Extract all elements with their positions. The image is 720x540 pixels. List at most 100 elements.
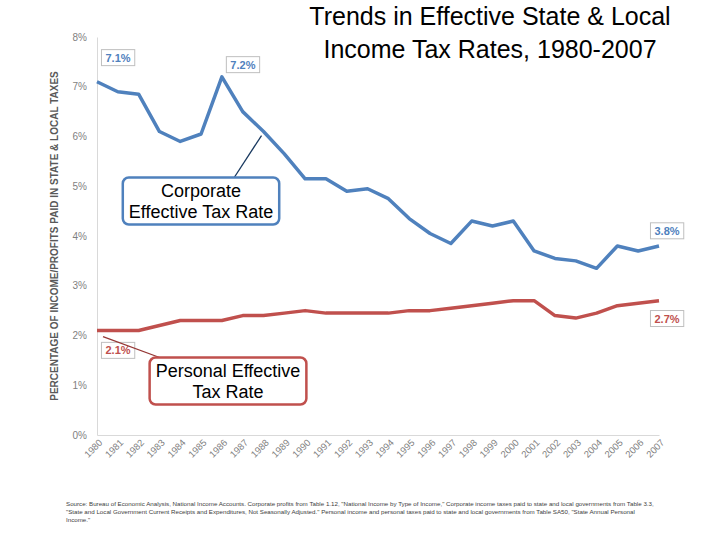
value-label-box (650, 223, 683, 239)
x-tick-label: 1984 (165, 437, 188, 460)
x-tick: 1996 (415, 435, 438, 460)
x-tick: 1984 (165, 435, 188, 460)
x-tick-label: 1982 (123, 437, 146, 460)
y-tick: 8% (73, 32, 97, 43)
x-tick: 1987 (227, 435, 250, 460)
y-tick: 5% (73, 181, 97, 192)
x-tick-label: 1996 (415, 437, 438, 460)
x-tick: 2006 (623, 435, 646, 460)
y-tick-label: 1% (73, 380, 88, 391)
x-tick-label: 2004 (581, 437, 604, 460)
value-label: 3.8% (650, 223, 683, 239)
annotations: CorporateEffective Tax Rate Personal Effe… (103, 136, 306, 405)
y-axis-title: PERCENTAGE OF INCOME/PROFITS PAID IN STA… (49, 71, 60, 401)
x-tick: 2001 (519, 435, 542, 460)
x-tick: 1992 (332, 435, 355, 460)
callout-line: Personal Effective (156, 361, 301, 381)
callout: CorporateEffective Tax Rate (123, 136, 279, 225)
value-label: 7.2% (226, 57, 259, 73)
x-tick-label: 1986 (207, 437, 230, 460)
x-tick-label: 1983 (144, 437, 167, 460)
source-note: Source: Bureau of Economic Analysis, Nat… (66, 500, 654, 523)
x-tick: 1983 (144, 435, 167, 460)
x-tick: 2005 (602, 435, 625, 460)
series-line (97, 77, 659, 269)
x-tick-label: 1998 (456, 437, 479, 460)
chart-title: Trends in Effective State & Local Income… (286, 0, 694, 66)
value-labels: 7.1%7.2%3.8%2.1%2.7% (101, 50, 683, 359)
x-tick: 1981 (103, 435, 126, 460)
x-tick-label: 1995 (394, 437, 417, 460)
y-tick: 4% (73, 231, 97, 242)
series-line (97, 301, 659, 331)
x-tick-label: 1990 (290, 437, 313, 460)
callout-text: CorporateEffective Tax Rate (129, 181, 273, 222)
x-tick: 2000 (498, 435, 521, 460)
value-label-box (226, 57, 259, 73)
y-tick: 1% (73, 380, 97, 391)
value-label-text: 3.8% (654, 225, 679, 237)
x-tick-label: 1997 (436, 437, 459, 460)
x-tick: 1997 (436, 435, 459, 460)
x-tick-label: 1994 (373, 437, 396, 460)
x-tick-label: 2006 (623, 437, 646, 460)
x-tick: 1986 (207, 435, 230, 460)
chart-root: 0%1%2%3%4%5%6%7%8%1980198119821983198419… (0, 0, 720, 540)
x-tick-label: 2002 (540, 437, 563, 460)
x-tick-label: 2007 (644, 437, 667, 460)
callout-arrow (103, 337, 160, 358)
x-tick-label: 1988 (248, 437, 271, 460)
x-axis: 1980198119821983198419851986198719881989… (82, 435, 667, 460)
y-tick-label: 2% (73, 330, 88, 341)
y-axis-line (97, 38, 98, 436)
x-tick-label: 1991 (311, 437, 334, 460)
x-tick: 1994 (373, 435, 396, 460)
callout-line: Effective Tax Rate (129, 202, 273, 222)
callout-line: Corporate (161, 181, 241, 201)
x-axis-line (98, 435, 660, 436)
value-label-box (650, 311, 683, 327)
source-line: Source: Bureau of Economic Analysis, Nat… (66, 500, 654, 507)
callout-text: Personal EffectiveTax Rate (156, 361, 301, 402)
callout-box (150, 358, 307, 405)
y-tick-label: 7% (73, 81, 88, 92)
value-label-text: 7.2% (230, 59, 255, 71)
callout-arrow (234, 136, 261, 178)
x-tick-label: 2005 (602, 437, 625, 460)
y-tick-label: 4% (73, 231, 88, 242)
callout-line: Tax Rate (192, 382, 263, 402)
plot-area (97, 77, 659, 331)
x-tick: 1991 (311, 435, 334, 460)
y-tick: 6% (73, 131, 97, 142)
x-tick: 1985 (186, 435, 209, 460)
y-tick: 3% (73, 280, 97, 291)
callout-box (123, 178, 279, 225)
value-label: 2.7% (650, 311, 683, 327)
x-tick: 1993 (352, 435, 375, 460)
callout: Personal EffectiveTax Rate (103, 337, 306, 405)
value-label-text: 2.1% (105, 344, 130, 356)
x-tick: 1980 (82, 435, 105, 460)
x-tick: 1989 (269, 435, 292, 460)
x-tick: 1988 (248, 435, 271, 460)
value-label-box (101, 50, 134, 66)
value-label: 2.1% (101, 342, 134, 358)
x-tick-label: 1985 (186, 437, 209, 460)
x-tick: 2007 (644, 435, 667, 460)
x-tick: 1982 (123, 435, 146, 460)
value-label-box (101, 342, 134, 358)
x-tick: 1990 (290, 435, 313, 460)
x-tick-label: 2000 (498, 437, 521, 460)
y-tick: 2% (73, 330, 97, 341)
x-tick: 1999 (477, 435, 500, 460)
y-axis: 0%1%2%3%4%5%6%7%8% (73, 32, 98, 441)
value-label-text: 2.7% (654, 313, 679, 325)
y-tick-label: 3% (73, 280, 88, 291)
x-tick: 2004 (581, 435, 604, 460)
source-line: "State and Local Government Current Rece… (66, 508, 635, 515)
y-tick-label: 8% (73, 32, 88, 43)
x-tick: 1998 (456, 435, 479, 460)
chart-svg: 0%1%2%3%4%5%6%7%8%1980198119821983198419… (0, 0, 720, 540)
x-tick-label: 1980 (82, 437, 105, 460)
x-tick-label: 1987 (227, 437, 250, 460)
